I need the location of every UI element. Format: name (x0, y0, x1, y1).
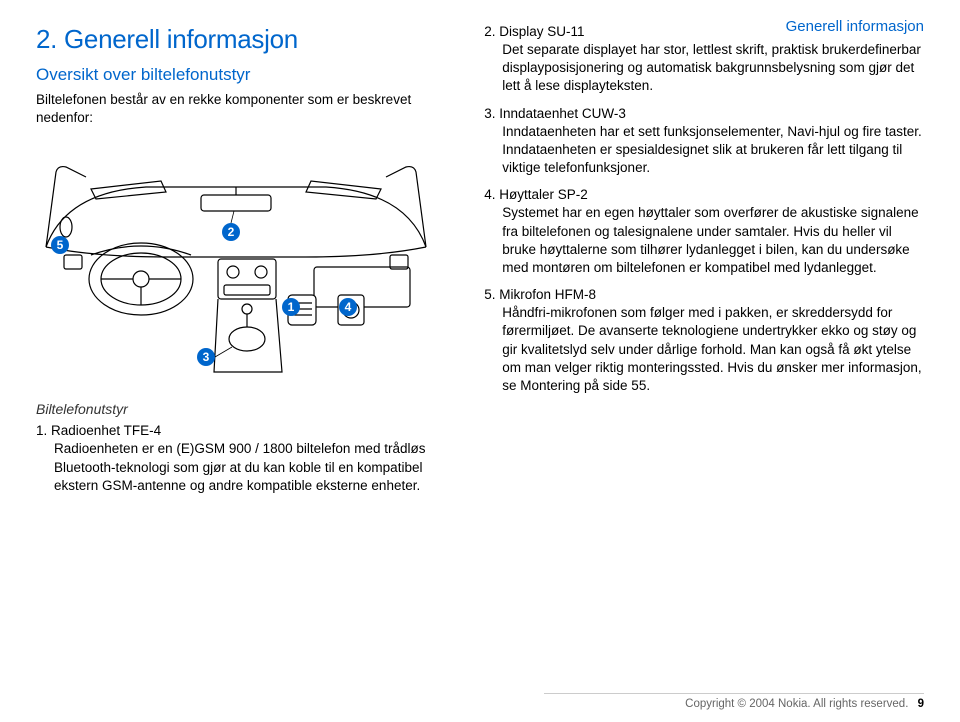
item-3-body: Inndataenheten har et sett funksjonselem… (484, 123, 924, 178)
callout-2: 2 (228, 225, 235, 239)
item-1-title: 1. Radioenhet TFE-4 (36, 423, 456, 438)
item-2-body: Det separate displayet har stor, lettles… (484, 41, 924, 96)
page-footer: Copyright © 2004 Nokia. All rights reser… (544, 693, 924, 710)
page-title: 2. Generell informasjon (36, 24, 456, 55)
page-number: 9 (918, 698, 924, 710)
callout-1: 1 (288, 300, 295, 314)
list-item: 5. Mikrofon HFM-8 Håndfri-mikrofonen som… (484, 287, 924, 395)
copyright-text: Copyright © 2004 Nokia. All rights reser… (685, 698, 908, 710)
list-item: 3. Inndataenhet CUW-3 Inndataenheten har… (484, 106, 924, 178)
dashboard-diagram: 5 2 1 4 3 (36, 137, 436, 387)
list-item: 1. Radioenhet TFE-4 Radioenheten er en (… (36, 423, 456, 495)
list-item: 4. Høyttaler SP-2 Systemet har en egen h… (484, 187, 924, 277)
equipment-heading: Biltelefonutstyr (36, 401, 456, 417)
item-1-body: Radioenheten er en (E)GSM 900 / 1800 bil… (36, 440, 456, 495)
item-3-title: 3. Inndataenhet CUW-3 (484, 106, 924, 121)
item-4-body: Systemet har en egen høyttaler som overf… (484, 204, 924, 277)
item-5-title: 5. Mikrofon HFM-8 (484, 287, 924, 302)
content-columns: 2. Generell informasjon Oversikt over bi… (36, 24, 924, 505)
callout-3: 3 (203, 350, 210, 364)
intro-text: Biltelefonen består av en rekke komponen… (36, 91, 456, 127)
left-column: 2. Generell informasjon Oversikt over bi… (36, 24, 456, 505)
section-subtitle: Oversikt over biltelefonutstyr (36, 65, 456, 85)
callout-5: 5 (57, 238, 64, 252)
item-5-body: Håndfri-mikrofonen som følger med i pakk… (484, 304, 924, 395)
running-header: Generell informasjon (786, 18, 924, 35)
callout-4: 4 (345, 300, 352, 314)
right-column: 2. Display SU-11 Det separate displayet … (484, 24, 924, 505)
item-4-title: 4. Høyttaler SP-2 (484, 187, 924, 202)
